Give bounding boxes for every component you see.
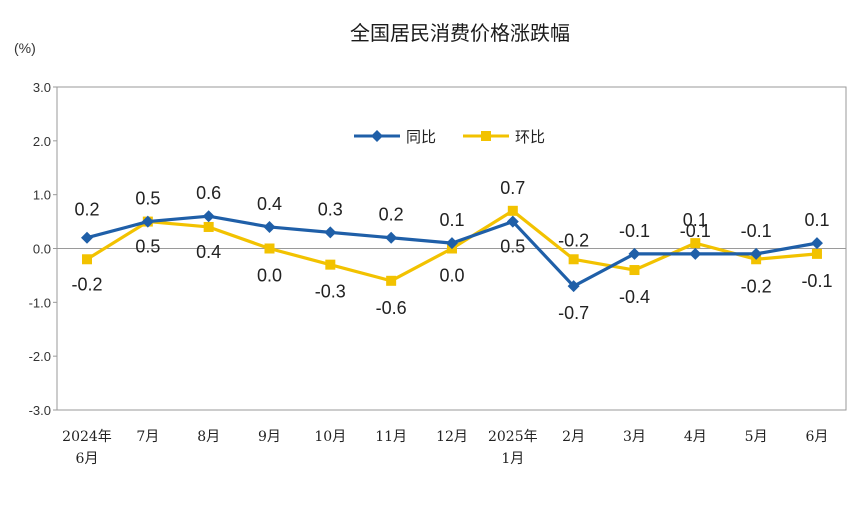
data-label-mom: -0.2 — [71, 274, 102, 294]
data-label-yoy: 0.5 — [500, 237, 525, 257]
data-point-mom — [811, 248, 822, 259]
x-tick-label: 2024年 6月 — [62, 429, 112, 467]
data-label-yoy: 0.5 — [135, 189, 160, 209]
data-point-mom — [690, 238, 701, 249]
x-tick-label: 8月 — [197, 429, 220, 445]
data-point-yoy — [810, 237, 823, 250]
x-tick-label: 6月 — [805, 429, 828, 445]
data-point-yoy — [506, 215, 519, 228]
data-point-mom — [264, 243, 275, 254]
data-label-mom: 0.1 — [683, 210, 708, 230]
data-point-yoy — [689, 247, 702, 260]
data-label-yoy: 0.3 — [318, 199, 343, 219]
data-label-mom: -0.2 — [558, 230, 589, 250]
data-label-yoy: 0.1 — [439, 210, 464, 230]
data-point-yoy — [324, 226, 337, 239]
data-label-yoy: 0.4 — [257, 194, 282, 214]
data-label-yoy: 0.2 — [379, 205, 404, 225]
data-point-mom — [568, 254, 579, 265]
data-label-mom: -0.3 — [315, 282, 346, 302]
data-label-mom: -0.4 — [619, 287, 650, 307]
data-point-yoy — [263, 220, 276, 233]
data-point-mom — [507, 205, 518, 216]
data-label-yoy: -0.1 — [680, 221, 711, 241]
data-label-mom: 0.4 — [196, 242, 221, 262]
data-label-yoy: -0.7 — [558, 303, 589, 323]
x-tick-label: 4月 — [684, 429, 707, 445]
y-unit-label: (%) — [14, 40, 36, 56]
data-point-yoy — [141, 215, 154, 228]
x-tick-label: 11月 — [375, 429, 407, 445]
y-tick-label: 2.0 — [33, 134, 51, 149]
data-label-mom: 0.7 — [500, 178, 525, 198]
legend-marker — [481, 131, 491, 141]
data-label-mom: -0.6 — [376, 298, 407, 318]
chart-title: 全国居民消费价格涨跌幅 — [350, 21, 570, 45]
data-label-yoy: -0.1 — [741, 221, 772, 241]
x-tick-label: 5月 — [745, 429, 768, 445]
y-tick-label: -2.0 — [29, 349, 51, 364]
y-tick-label: 0.0 — [33, 242, 51, 257]
data-point-yoy — [628, 247, 641, 260]
y-tick-label: -3.0 — [29, 403, 51, 418]
data-label-mom: 0.5 — [135, 237, 160, 257]
y-tick-label: -1.0 — [29, 295, 51, 310]
data-point-yoy — [202, 210, 215, 223]
data-point-yoy — [385, 231, 398, 244]
data-label-mom: -0.1 — [801, 271, 832, 291]
data-point-mom — [386, 275, 397, 286]
x-tick-label: 12月 — [436, 429, 468, 445]
legend-marker — [371, 130, 383, 142]
data-label-mom: -0.2 — [741, 276, 772, 296]
data-point-mom — [325, 259, 336, 270]
data-label-mom: 0.0 — [257, 266, 282, 286]
data-point-yoy — [567, 280, 580, 293]
x-tick-label: 7月 — [136, 429, 159, 445]
data-point-mom — [203, 221, 214, 232]
data-label-yoy: 0.1 — [804, 210, 829, 230]
data-label-yoy: 0.2 — [74, 200, 99, 220]
x-tick-label: 9月 — [258, 429, 281, 445]
data-point-mom — [82, 254, 92, 265]
legend-label: 环比 — [515, 128, 545, 146]
data-label-yoy: -0.1 — [619, 221, 650, 241]
x-tick-label: 3月 — [623, 429, 646, 445]
x-tick-label: 10月 — [314, 429, 346, 445]
data-point-mom — [629, 265, 640, 276]
legend-label: 同比 — [406, 128, 436, 146]
data-label-mom: 0.0 — [439, 266, 464, 286]
x-tick-label: 2025年 1月 — [488, 429, 538, 467]
data-point-yoy — [445, 237, 458, 250]
data-point-yoy — [750, 247, 763, 260]
data-point-yoy — [81, 231, 93, 244]
data-label-yoy: 0.6 — [196, 183, 221, 203]
y-tick-label: 3.0 — [33, 80, 51, 95]
y-tick-label: 1.0 — [33, 188, 51, 203]
x-tick-label: 2月 — [562, 429, 585, 445]
